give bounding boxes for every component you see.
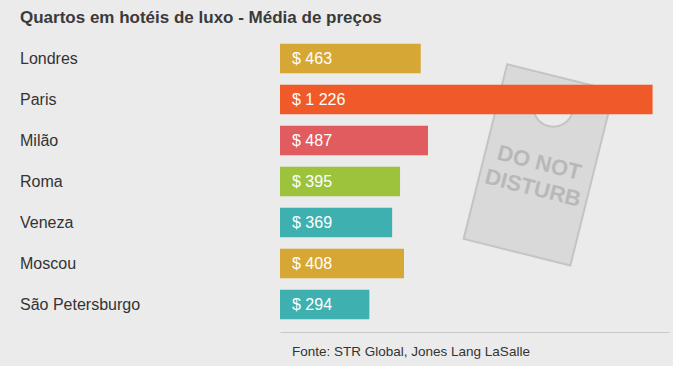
y-tick: Paris xyxy=(20,91,280,108)
source: Fonte: STR Global, Jones Lang LaSalle xyxy=(292,344,530,359)
title: Quartos em hotéis de luxo - Média de pre… xyxy=(20,8,382,27)
bar xyxy=(280,44,421,74)
background xyxy=(0,0,673,366)
data-label: $ 408 xyxy=(292,255,332,272)
bar xyxy=(280,290,369,320)
x-axis-line xyxy=(281,332,670,333)
bar xyxy=(280,249,404,279)
y-tick: Veneza xyxy=(20,214,280,231)
y-tick: Roma xyxy=(20,173,280,190)
y-tick-label: Londres xyxy=(20,50,78,67)
data-label: $ 369 xyxy=(292,214,332,231)
bars xyxy=(280,44,653,320)
data-label: $ 395 xyxy=(292,173,332,190)
y-tick-label: Roma xyxy=(20,173,63,190)
y-tick: Londres xyxy=(20,50,280,67)
y-tick-label: São Petersburgo xyxy=(20,296,140,313)
data-label: $ 487 xyxy=(292,132,332,149)
bar xyxy=(280,167,400,197)
bar xyxy=(280,85,653,115)
x-axis xyxy=(281,332,670,333)
y-tick: Milão xyxy=(20,132,280,149)
bar xyxy=(280,126,428,156)
y-tick: São Petersburgo xyxy=(20,296,280,313)
y-tick-label: Moscou xyxy=(20,255,76,272)
y-axis: Londres Paris Milão Roma Veneza Moscou São Pet… xyxy=(20,39,281,326)
y-tick-label: Veneza xyxy=(20,214,73,231)
data-label: $ 463 xyxy=(292,50,332,67)
y-tick-label: Paris xyxy=(20,91,56,108)
data-labels: $ 463 $ 1 226 $ 487 $ 395 $ 369 $ 408 $ 294 xyxy=(292,50,345,313)
y-tick: Moscou xyxy=(20,255,280,272)
bar xyxy=(280,208,392,238)
annotation: DO NOTDISTURB xyxy=(483,138,590,211)
annotation-line: DISTURB xyxy=(483,164,584,212)
chart: DO NOTDISTURB Quartos em hotéis de luxo -… xyxy=(0,0,673,366)
y-tick-label: Milão xyxy=(20,132,58,149)
data-label: $ 294 xyxy=(292,296,332,313)
data-label: $ 1 226 xyxy=(292,91,345,108)
